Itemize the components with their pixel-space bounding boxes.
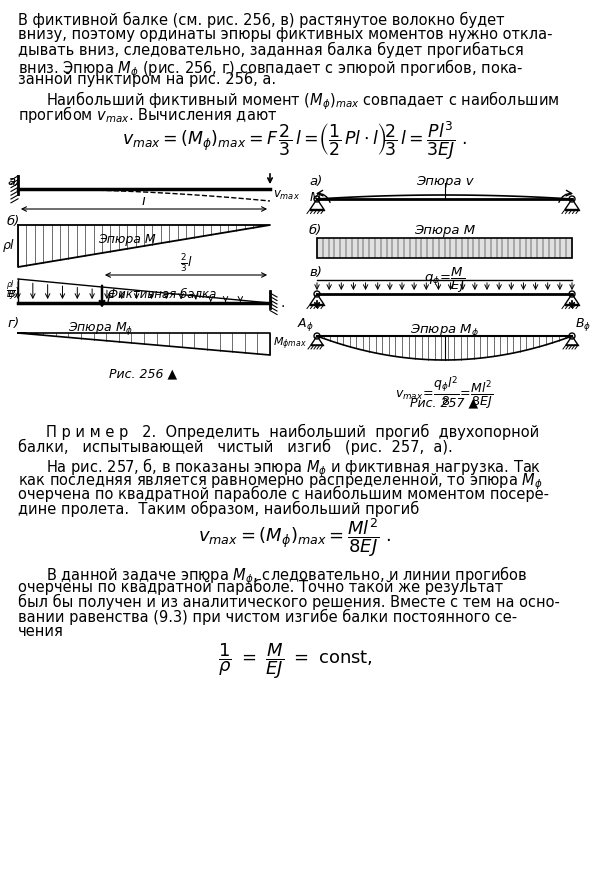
- Text: $\dfrac{1}{\rho}\ =\ \dfrac{M}{EJ}\ =\ \mathrm{const,}$: $\dfrac{1}{\rho}\ =\ \dfrac{M}{EJ}\ =\ \…: [218, 641, 372, 681]
- Text: Эпюра $M_\phi$: Эпюра $M_\phi$: [68, 320, 133, 337]
- Text: вании равенства (9.3) при чистом изгибе балки постоянного се-: вании равенства (9.3) при чистом изгибе …: [18, 609, 517, 625]
- Text: дине пролета.  Таким образом, наибольший прогиб: дине пролета. Таким образом, наибольший …: [18, 501, 419, 517]
- Text: $\frac{\rho l}{EJ}$: $\frac{\rho l}{EJ}$: [6, 279, 15, 303]
- Text: $F$: $F$: [106, 292, 116, 304]
- Text: занной пунктиром на рис. 256, а.: занной пунктиром на рис. 256, а.: [18, 72, 276, 87]
- Text: В фиктивной балке (см. рис. 256, в) растянутое волокно будет: В фиктивной балке (см. рис. 256, в) раст…: [18, 12, 504, 28]
- Text: в): в): [7, 287, 20, 300]
- Text: На рис. 257, б, в показаны эпюра $M_\phi$ и фиктивная нагрузка. Так: На рис. 257, б, в показаны эпюра $M_\phi…: [46, 456, 542, 479]
- Text: Наибольший фиктивный момент $(M_\phi)_{max}$ совпадает с наибольшим: Наибольший фиктивный момент $(M_\phi)_{m…: [46, 89, 559, 111]
- Text: в): в): [309, 266, 322, 279]
- Text: Эпюра М: Эпюра М: [414, 224, 475, 237]
- Text: $\frac{2}{3}l$: $\frac{2}{3}l$: [180, 252, 192, 274]
- Text: М: М: [310, 191, 320, 204]
- Text: $A_\phi$: $A_\phi$: [297, 316, 314, 333]
- Text: Фиктивная балка: Фиктивная балка: [108, 288, 217, 302]
- Text: как последняя является равномерно распределенной, то эпюра $M_\phi$: как последняя является равномерно распре…: [18, 471, 543, 491]
- Text: вниз. Эпюра $M_\phi$ (рис. 256, г) совпадает с эпюрой прогибов, пока-: вниз. Эпюра $M_\phi$ (рис. 256, г) совпа…: [18, 57, 523, 79]
- Text: а): а): [309, 175, 322, 188]
- Text: $B_\phi$: $B_\phi$: [575, 316, 590, 333]
- Text: б): б): [309, 224, 322, 237]
- Text: $v_{max} = (M_\phi)_{max} = F\,\dfrac{2}{3}\,l = \!\left(\dfrac{1}{2}\,Pl\cdot l: $v_{max} = (M_\phi)_{max} = F\,\dfrac{2}…: [122, 120, 468, 162]
- Text: Рис. 256 ▲: Рис. 256 ▲: [109, 367, 178, 380]
- Polygon shape: [18, 225, 270, 267]
- Text: Эпюра v: Эпюра v: [416, 175, 473, 188]
- Text: чения: чения: [18, 624, 64, 639]
- Text: Рис. 257 ▲: Рис. 257 ▲: [411, 396, 478, 409]
- Text: $M_{\phi max}$: $M_{\phi max}$: [273, 336, 307, 352]
- Text: был бы получен и из аналитического решения. Вместе с тем на осно-: был бы получен и из аналитического решен…: [18, 594, 560, 611]
- Text: очерчена по квадратной параболе с наибольшим моментом посере-: очерчена по квадратной параболе с наибол…: [18, 486, 549, 502]
- Text: $v_{max}\!=\!\dfrac{q_\phi l^2}{8}\!=\!\dfrac{Ml^2}{8EJ}$: $v_{max}\!=\!\dfrac{q_\phi l^2}{8}\!=\!\…: [395, 374, 494, 410]
- Polygon shape: [18, 333, 270, 355]
- Bar: [317, 238, 572, 258]
- Text: П р и м е р   2.  Определить  наибольший  прогиб  двухопорной: П р и м е р 2. Определить наибольший про…: [46, 424, 539, 441]
- Text: $v_{max}$: $v_{max}$: [273, 189, 300, 201]
- Text: $\rho l$: $\rho l$: [2, 238, 15, 255]
- Text: очерчены по квадратной параболе. Точно такой же результат: очерчены по квадратной параболе. Точно т…: [18, 579, 503, 595]
- Text: В данной задаче эпюра $M_\phi$, следовательно, и линии прогибов: В данной задаче эпюра $M_\phi$, следоват…: [46, 564, 527, 587]
- Text: $\imath$: $\imath$: [142, 194, 146, 208]
- Text: $q_\phi\!=\!\dfrac{M}{EJ}$: $q_\phi\!=\!\dfrac{M}{EJ}$: [424, 266, 465, 295]
- Text: $v_{max} = (M_\phi)_{max} = \dfrac{Ml^2}{8EJ}\ .$: $v_{max} = (M_\phi)_{max} = \dfrac{Ml^2}…: [198, 516, 392, 560]
- Text: б): б): [7, 215, 20, 228]
- Text: Эпюра М: Эпюра М: [98, 233, 156, 247]
- Text: внизу, поэтому ординаты эпюры фиктивных моментов нужно откла-: внизу, поэтому ординаты эпюры фиктивных …: [18, 27, 552, 42]
- Text: а): а): [7, 175, 20, 188]
- Text: г): г): [7, 317, 19, 330]
- Text: балки,   испытывающей   чистый   изгиб   (рис.  257,  а).: балки, испытывающей чистый изгиб (рис. 2…: [18, 439, 453, 455]
- Text: Эпюра $M_\phi$: Эпюра $M_\phi$: [410, 322, 479, 339]
- Text: прогибом $v_{max}$. Вычисления дают: прогибом $v_{max}$. Вычисления дают: [18, 104, 277, 125]
- Text: .: .: [280, 296, 284, 310]
- Text: дывать вниз, следовательно, заданная балка будет прогибаться: дывать вниз, следовательно, заданная бал…: [18, 42, 524, 58]
